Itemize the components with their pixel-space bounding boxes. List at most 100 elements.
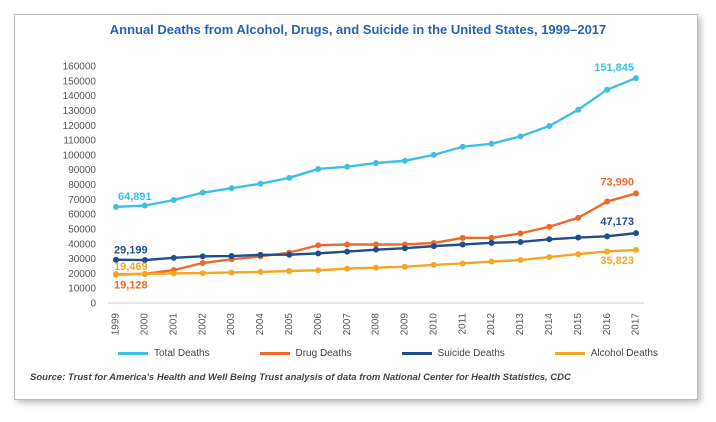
legend-item-alcohol: Alcohol Deaths	[554, 344, 658, 362]
legend-swatch-total	[118, 351, 148, 355]
data-point-suicide	[604, 233, 611, 240]
source-note: Source: Trust for America's Health and W…	[30, 372, 571, 383]
data-point-suicide	[633, 230, 639, 237]
data-point-total	[575, 106, 582, 113]
data-point-total	[141, 202, 148, 209]
x-tick-label: 1999	[111, 313, 122, 336]
y-tick-label: 10000	[68, 284, 96, 295]
data-point-total	[546, 122, 553, 129]
data-point-total	[373, 160, 379, 167]
data-label: 73,990	[600, 176, 634, 188]
data-point-alcohol	[113, 271, 119, 278]
y-tick-label: 30000	[68, 254, 96, 265]
data-point-total	[315, 165, 322, 172]
x-tick-label: 2011	[457, 313, 468, 335]
legend-swatch-suicide	[401, 351, 432, 355]
y-tick-label: 70000	[68, 195, 96, 206]
data-point-alcohol	[575, 251, 582, 258]
data-point-suicide	[228, 253, 235, 260]
legend-label-alcohol: Alcohol Deaths	[590, 347, 658, 359]
data-label: 29,199	[114, 245, 148, 257]
x-tick-label: 2017	[631, 313, 642, 336]
data-point-alcohol	[170, 270, 177, 277]
data-point-alcohol	[546, 254, 553, 261]
y-tick-label: 40000	[68, 239, 96, 250]
chart-legend: Total Deaths Drug Deaths Suicide Deaths …	[118, 344, 658, 362]
data-point-suicide	[488, 239, 495, 246]
data-point-suicide	[344, 248, 351, 255]
data-point-alcohol	[430, 261, 437, 268]
x-tick-label: 2002	[197, 313, 208, 336]
y-tick-label: 20000	[68, 269, 96, 280]
x-tick-label: 2014	[544, 313, 555, 336]
x-tick-label: 2013	[515, 313, 526, 336]
x-tick-label: 2006	[313, 313, 324, 336]
data-point-total	[430, 151, 437, 158]
data-point-drug	[344, 241, 351, 248]
data-point-suicide	[575, 234, 582, 241]
x-tick-label: 2000	[140, 313, 151, 336]
x-tick-label: 2009	[400, 313, 411, 336]
series-line-drug	[115, 192, 637, 276]
y-tick-label: 150000	[63, 76, 97, 87]
x-tick-label: 2008	[371, 313, 382, 336]
data-point-suicide	[459, 241, 466, 248]
y-tick-label: 160000	[63, 62, 97, 73]
data-point-alcohol	[633, 246, 639, 253]
data-point-total	[459, 143, 466, 150]
data-point-drug	[459, 234, 466, 241]
data-point-total	[199, 189, 206, 196]
y-tick-label: 90000	[68, 165, 96, 176]
data-label: 19,469	[114, 261, 148, 273]
data-point-suicide	[141, 257, 148, 264]
data-point-alcohol	[604, 248, 611, 255]
data-point-alcohol	[315, 267, 322, 274]
x-tick-label: 2007	[342, 313, 353, 336]
data-point-drug	[315, 242, 322, 249]
data-point-suicide	[315, 250, 322, 257]
x-tick-label: 2010	[428, 313, 439, 336]
y-tick-label: 110000	[63, 136, 96, 147]
x-tick-label: 2001	[168, 313, 179, 336]
legend-label-drug: Drug Deaths	[295, 347, 352, 359]
x-tick-label: 2003	[226, 313, 237, 336]
data-point-drug	[517, 230, 524, 237]
y-tick-label: 140000	[63, 91, 97, 102]
data-point-alcohol	[286, 268, 293, 275]
legend-label-total: Total Deaths	[154, 347, 210, 359]
data-label: 64,891	[118, 191, 152, 203]
data-point-suicide	[517, 238, 524, 245]
data-point-suicide	[170, 254, 177, 261]
data-point-alcohol	[517, 257, 524, 264]
data-point-alcohol	[141, 270, 148, 277]
data-point-total	[286, 174, 293, 181]
data-point-suicide	[373, 246, 379, 253]
data-point-drug	[373, 241, 379, 248]
data-point-total	[517, 133, 524, 140]
x-tick-label: 2012	[486, 313, 497, 336]
legend-item-total: Total Deaths	[118, 344, 210, 362]
data-point-suicide	[430, 243, 437, 250]
y-tick-label: 120000	[63, 121, 97, 132]
data-point-total	[228, 185, 235, 192]
data-label: 151,845	[594, 62, 634, 74]
data-point-alcohol	[228, 269, 235, 276]
data-point-alcohol	[459, 260, 466, 267]
data-point-alcohol	[373, 264, 379, 271]
x-tick-label: 2015	[573, 313, 584, 336]
data-point-drug	[633, 190, 639, 197]
data-point-alcohol	[257, 268, 264, 275]
y-tick-label: 130000	[63, 106, 97, 117]
legend-label-suicide: Suicide Deaths	[437, 347, 505, 359]
y-tick-label: 0	[90, 299, 96, 310]
y-tick-label: 80000	[68, 180, 96, 191]
y-tick-label: 60000	[68, 210, 96, 221]
data-label: 47,173	[600, 216, 634, 228]
y-tick-label: 50000	[68, 224, 96, 235]
data-point-total	[170, 197, 177, 204]
y-tick-label: 100000	[63, 150, 97, 161]
data-point-drug	[199, 260, 206, 267]
data-point-total	[604, 86, 611, 93]
legend-swatch-alcohol	[554, 351, 585, 355]
x-tick-label: 2005	[284, 313, 295, 336]
